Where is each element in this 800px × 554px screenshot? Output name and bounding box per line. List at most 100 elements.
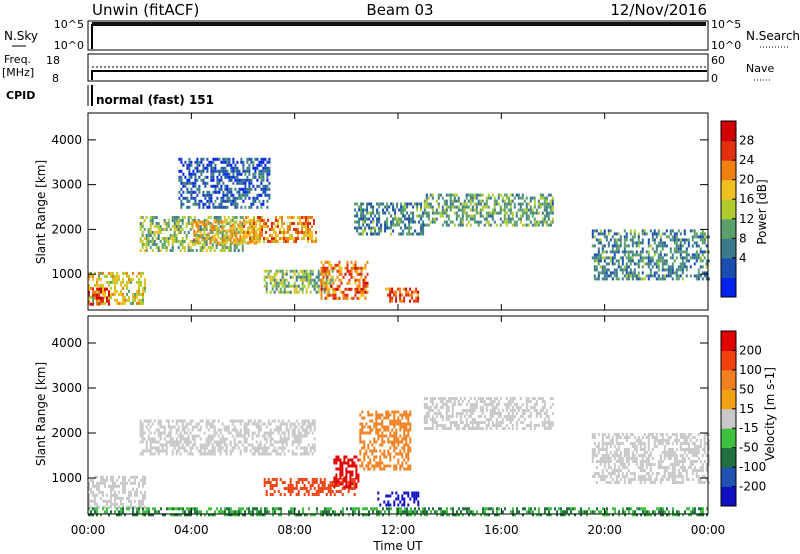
data-cell: [159, 437, 162, 441]
data-cell: [293, 287, 296, 291]
data-cell: [420, 202, 423, 206]
data-cell: [487, 193, 490, 197]
data-cell: [641, 466, 644, 469]
data-cell: [203, 229, 206, 233]
data-cell: [469, 397, 472, 400]
data-cell: [323, 484, 326, 487]
data-cell: [245, 222, 247, 225]
data-cell: [219, 449, 222, 453]
data-cell: [335, 473, 338, 477]
data-cell: [449, 193, 452, 197]
data-cell: [269, 275, 272, 279]
data-cell: [141, 440, 144, 444]
data-cell: [269, 228, 271, 231]
data-cell: [273, 484, 276, 487]
data-cell: [98, 296, 100, 300]
data-cell: [439, 400, 442, 403]
data-cell: [220, 196, 223, 200]
data-cell: [595, 472, 598, 475]
data-cell: [617, 481, 620, 484]
data-cell: [240, 172, 243, 176]
data-cell: [339, 461, 342, 465]
data-cell: [183, 216, 186, 219]
data-cell: [605, 262, 608, 266]
data-cell: [169, 434, 172, 438]
data-cell: [330, 284, 333, 288]
data-cell: [226, 187, 229, 191]
data-cell: [327, 281, 330, 285]
data-cell: [445, 223, 448, 227]
data-cell: [171, 443, 174, 447]
data-cell: [233, 229, 236, 233]
data-cell: [475, 208, 478, 212]
data-cell: [441, 211, 444, 215]
data-cell: [138, 301, 140, 305]
data-cell: [219, 220, 222, 224]
data-cell: [445, 208, 448, 212]
data-cell: [277, 440, 280, 444]
data-cell: [491, 421, 494, 424]
data-cell: [339, 476, 342, 480]
data-cell: [463, 199, 466, 203]
data-cell: [248, 178, 251, 182]
data-cell: [259, 446, 262, 450]
data-cell: [175, 419, 178, 423]
data-cell: [395, 437, 398, 441]
data-cell: [368, 223, 371, 227]
data-cell: [255, 225, 257, 228]
data-cell: [396, 202, 399, 206]
data-cell: [205, 223, 208, 227]
data-cell: [251, 431, 254, 435]
data-cell: [384, 211, 387, 215]
data-cell: [469, 214, 472, 218]
data-cell: [396, 217, 399, 221]
data-cell: [293, 240, 295, 243]
data-cell: [388, 226, 391, 230]
data-cell: [234, 202, 237, 206]
data-cell: [189, 246, 192, 249]
colorbar-segment: [721, 257, 736, 278]
data-cell: [254, 175, 257, 179]
data-cell: [250, 202, 253, 206]
data-cell: [309, 290, 312, 294]
data-cell: [287, 434, 290, 438]
data-cell: [529, 424, 532, 427]
data-cell: [141, 225, 144, 228]
data-cell: [263, 219, 265, 222]
data-cell: [593, 454, 596, 457]
data-cell: [204, 184, 207, 188]
data-cell: [619, 235, 622, 239]
data-cell: [539, 193, 542, 197]
data-cell: [88, 283, 90, 287]
data-cell: [230, 190, 233, 194]
data-cell: [657, 439, 660, 442]
data-cell: [180, 205, 183, 209]
data-cell: [126, 283, 128, 287]
data-cell: [289, 290, 292, 294]
data-cell: [697, 256, 700, 260]
data-cell: [138, 289, 140, 293]
data-cell: [359, 413, 362, 417]
data-cell: [543, 208, 546, 212]
data-cell: [697, 253, 700, 257]
data-cell: [299, 446, 302, 450]
data-cell: [449, 202, 452, 206]
data-cell: [407, 413, 410, 417]
data-cell: [271, 284, 274, 288]
data-cell: [647, 244, 650, 248]
data-cell: [228, 175, 231, 179]
data-cell: [701, 253, 704, 257]
data-cell: [611, 472, 614, 475]
data-cell: [599, 460, 602, 463]
data-cell: [358, 226, 361, 230]
data-cell: [297, 228, 299, 231]
data-cell: [477, 424, 480, 427]
data-cell: [373, 440, 376, 444]
data-cell: [469, 412, 472, 415]
data-cell: [185, 443, 188, 447]
data-cell: [297, 222, 299, 225]
data-cell: [220, 160, 223, 164]
data-cell: [336, 269, 339, 273]
data-cell: [703, 232, 706, 236]
data-cell: [239, 238, 242, 242]
